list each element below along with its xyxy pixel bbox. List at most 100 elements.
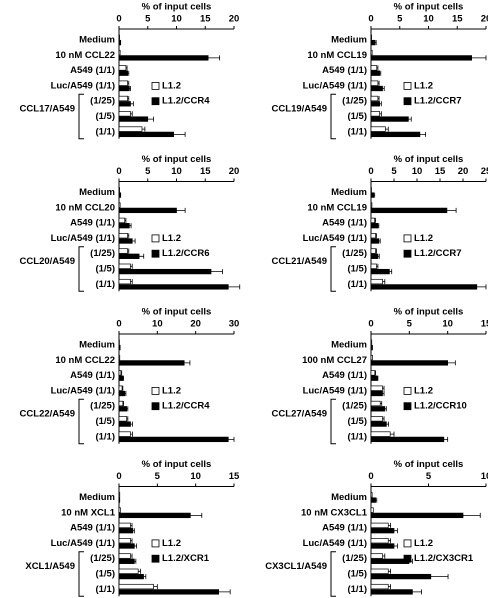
category-label: (1/5) (95, 111, 115, 122)
legend-swatch (403, 97, 412, 106)
x-tick-label: 0 (116, 14, 121, 25)
bar (370, 421, 387, 427)
error-bar (130, 111, 133, 117)
axis-label: % of input cells (394, 154, 464, 165)
bar (118, 416, 128, 422)
error-bar (139, 253, 145, 259)
error-bar (134, 543, 138, 549)
category-label: Medium (79, 492, 115, 503)
error-bar (375, 40, 377, 46)
bar (370, 538, 389, 544)
error-bar (379, 111, 382, 117)
bar (370, 131, 421, 138)
bar (370, 436, 445, 443)
category-label: (1/1) (95, 431, 115, 442)
legend-label: L1.2/CX3CR1 (414, 553, 474, 564)
category-label: (1/25) (90, 248, 115, 259)
bar (118, 192, 122, 198)
bar (370, 375, 378, 381)
bar (370, 385, 383, 391)
group-bracket (78, 246, 84, 292)
error-bar (377, 96, 380, 101)
error-bar (184, 360, 191, 366)
bar (370, 80, 379, 86)
category-label: A549 (1/1) (70, 370, 115, 381)
x-tick-label: 0 (368, 166, 373, 177)
error-bar (471, 55, 487, 61)
legend-label: L1.2 (162, 233, 181, 244)
category-label: Medium (79, 35, 115, 46)
category-label: (1/25) (90, 96, 115, 107)
legend-swatch (151, 234, 160, 243)
error-bar (228, 284, 241, 290)
category-label: Luc/A549 (1/1) (303, 385, 367, 396)
bar (370, 528, 395, 534)
group-bracket (330, 93, 336, 140)
bar (370, 95, 379, 102)
legend-label: L1.2 (414, 233, 433, 244)
group-bracket (330, 551, 336, 597)
category-label: Luc/A549 (1/1) (51, 538, 115, 549)
x-tick-label: 10 (171, 14, 182, 25)
category-label: (1/25) (90, 553, 115, 564)
error-bar (126, 416, 129, 422)
error-bar (130, 522, 133, 528)
x-tick-label: 15 (200, 14, 211, 25)
legend-swatch (403, 249, 412, 258)
x-tick-label: 10 (152, 319, 163, 330)
legend-label: L1.2 (162, 80, 181, 91)
group-label: CCL17/A549 (20, 103, 75, 114)
category-label: Medium (331, 35, 367, 46)
bar (370, 111, 380, 117)
error-bar (379, 70, 382, 76)
x-tick-label: 20 (481, 14, 488, 25)
bar (118, 589, 220, 595)
bar (118, 238, 133, 244)
legend-swatch (151, 554, 160, 563)
legend-label: L1.2 (162, 538, 181, 549)
bar (370, 492, 373, 498)
legend-label: L1.2 (162, 385, 181, 396)
bar (118, 375, 124, 381)
legend-label: L1.2/CCR6 (162, 248, 210, 259)
x-tick-label: 15 (481, 319, 488, 330)
bar (370, 390, 383, 397)
bar (370, 339, 373, 345)
category-label: (1/1) (347, 584, 367, 595)
x-tick-label: 15 (452, 14, 463, 25)
category-label: (1/5) (95, 569, 115, 580)
error-bar (122, 375, 124, 381)
bar (118, 406, 128, 412)
bar (370, 34, 372, 40)
legend-swatch (151, 82, 160, 90)
bar (118, 248, 128, 254)
category-label: 10 nM CCL20 (55, 202, 115, 213)
error-bar (382, 391, 385, 396)
category-label: A549 (1/1) (70, 218, 115, 229)
category-label: (1/1) (347, 126, 367, 137)
error-bar (127, 233, 130, 239)
error-bar (142, 126, 146, 132)
error-bar (173, 131, 186, 137)
bar (370, 370, 376, 376)
bar (118, 522, 131, 529)
bar (118, 390, 126, 397)
error-bar (130, 538, 133, 544)
category-label: (1/1) (347, 279, 367, 290)
bar (118, 65, 127, 71)
bar (118, 207, 177, 214)
error-bar (374, 217, 376, 223)
legend-swatch (403, 539, 412, 548)
bar (370, 512, 464, 519)
bar (370, 65, 378, 71)
bar (370, 233, 376, 239)
axis-label: % of input cells (394, 459, 464, 470)
category-label: 10 nM XCL1 (61, 507, 116, 518)
x-tick-label: 10 (481, 471, 488, 482)
error-bar (382, 86, 385, 91)
x-tick-label: 5 (155, 471, 161, 482)
error-bar (443, 436, 449, 442)
axis-label: % of input cells (142, 459, 212, 470)
error-bar (124, 391, 127, 396)
